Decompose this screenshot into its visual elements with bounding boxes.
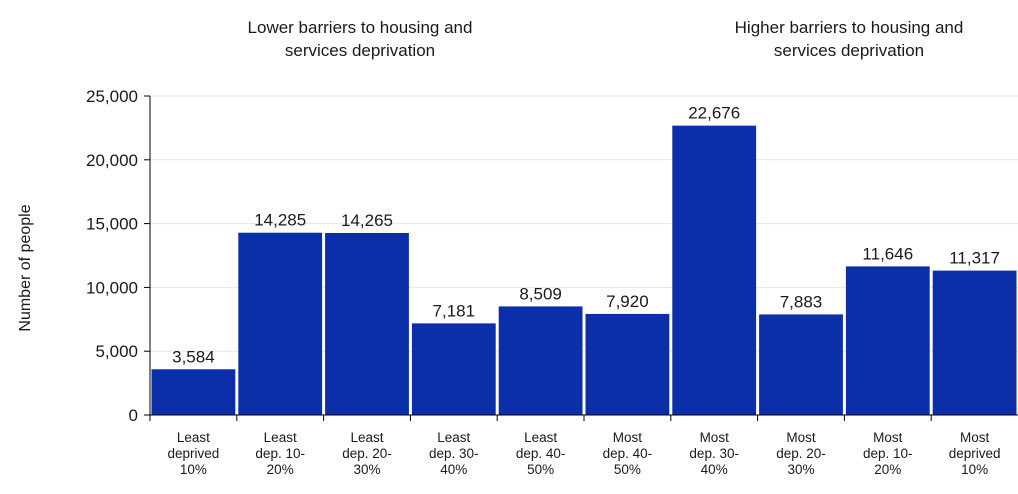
axes xyxy=(144,95,1018,421)
x-tick-label-line: dep. 10- xyxy=(863,446,913,461)
y-axis-label: Number of people xyxy=(17,204,34,331)
y-tick-label: 15,000 xyxy=(86,215,138,234)
x-tick-label-line: Most xyxy=(613,430,643,445)
x-tick-label: Most dep. 20-30% xyxy=(776,430,826,477)
bar xyxy=(759,314,843,415)
data-label: 22,676 xyxy=(688,104,740,123)
x-tick-label-line: 30% xyxy=(787,462,814,477)
data-label: 7,883 xyxy=(780,292,823,311)
x-tick-label-line: dep. 40- xyxy=(516,446,566,461)
annotation-lower-line-2: services deprivation xyxy=(284,41,436,60)
x-tick-label-line: Most xyxy=(700,430,730,445)
y-tick-label: 20,000 xyxy=(86,151,138,170)
x-tick-label-line: Least xyxy=(437,430,470,445)
bar xyxy=(498,306,583,415)
bar xyxy=(672,125,757,416)
x-tick-label-line: Most xyxy=(786,430,816,445)
bar xyxy=(411,323,496,415)
x-tick-label-line: dep. 40- xyxy=(603,446,653,461)
data-label: 14,265 xyxy=(341,211,393,230)
bar xyxy=(325,232,409,415)
x-tick-label: Most dep. 40-50% xyxy=(603,430,653,477)
x-tick-label-line: 30% xyxy=(353,462,380,477)
y-tick-label: 25,000 xyxy=(86,87,138,106)
annotation-higher-barriers: Higher barriers to housing and services … xyxy=(680,16,1018,62)
y-tick-labels: 0 5,000 10,000 15,000 20,000 25,000 xyxy=(86,87,138,425)
data-label: 3,584 xyxy=(172,347,215,366)
data-label: 8,509 xyxy=(519,284,562,303)
x-tick-label-line: dep. 20- xyxy=(342,446,392,461)
bar xyxy=(845,266,930,415)
annotation-higher-line-1: Higher barriers to housing and xyxy=(734,18,964,37)
data-label: 11,646 xyxy=(862,244,913,263)
data-labels: 3,584 14,285 14,265 7,181 8,509 7,920 22,676 7,… xyxy=(172,104,1000,367)
x-tick-label-line: deprived xyxy=(168,446,220,461)
x-tick-label: Most dep. 10-20% xyxy=(863,430,913,477)
x-tick-label: Most dep. 30-40% xyxy=(689,430,739,477)
bar xyxy=(585,313,670,415)
x-tick-label-line: 20% xyxy=(874,462,901,477)
bar xyxy=(151,369,236,415)
x-tick-label-line: dep. 30- xyxy=(429,446,479,461)
x-tick-label-line: dep. 10- xyxy=(255,446,305,461)
x-tick-label-line: 50% xyxy=(614,462,641,477)
data-label: 7,181 xyxy=(433,301,476,320)
annotation-lower-line-1: Lower barriers to housing and xyxy=(247,18,473,37)
x-tick-label: Least dep. 40-50% xyxy=(516,430,566,477)
x-tick-label-line: 40% xyxy=(440,462,467,477)
x-tick-labels: Least deprived 10%Least dep. 10-20%Least dep… xyxy=(168,430,1001,477)
bars xyxy=(151,125,1017,416)
data-label: 11,317 xyxy=(949,249,1000,268)
y-tick-label: 5,000 xyxy=(95,342,138,361)
x-tick-label-line: 10% xyxy=(180,462,207,477)
x-tick-label-line: Least xyxy=(177,430,210,445)
x-tick-label-line: 50% xyxy=(527,462,554,477)
data-label: 14,285 xyxy=(254,211,306,230)
x-tick-label: Least dep. 30-40% xyxy=(429,430,479,477)
x-tick-label-line: dep. 20- xyxy=(776,446,826,461)
x-tick-label: Least dep. 20-30% xyxy=(342,430,392,477)
x-tick-label-line: 20% xyxy=(267,462,294,477)
x-tick-label: Least dep. 10-20% xyxy=(255,430,305,477)
x-tick-label-line: 10% xyxy=(961,462,988,477)
y-tick-label: 10,000 xyxy=(86,278,138,297)
x-tick-label-line: dep. 30- xyxy=(689,446,739,461)
x-tick-label: Most deprived 10% xyxy=(949,430,1001,477)
x-tick-label-line: 40% xyxy=(701,462,728,477)
y-tick-label: 0 xyxy=(129,406,138,425)
bar xyxy=(238,232,323,415)
bar xyxy=(932,270,1017,415)
x-tick-label-line: Least xyxy=(350,430,383,445)
x-tick-label-line: deprived xyxy=(949,446,1001,461)
x-tick-label-line: Most xyxy=(960,430,990,445)
data-label: 7,920 xyxy=(606,292,649,311)
x-tick-label-line: Least xyxy=(264,430,297,445)
x-tick-label-line: Most xyxy=(873,430,903,445)
x-tick-label-line: Least xyxy=(524,430,557,445)
annotation-higher-line-2: services deprivation xyxy=(773,41,925,60)
x-tick-label: Least deprived 10% xyxy=(168,430,220,477)
annotation-lower-barriers: Lower barriers to housing and services d… xyxy=(150,16,570,62)
